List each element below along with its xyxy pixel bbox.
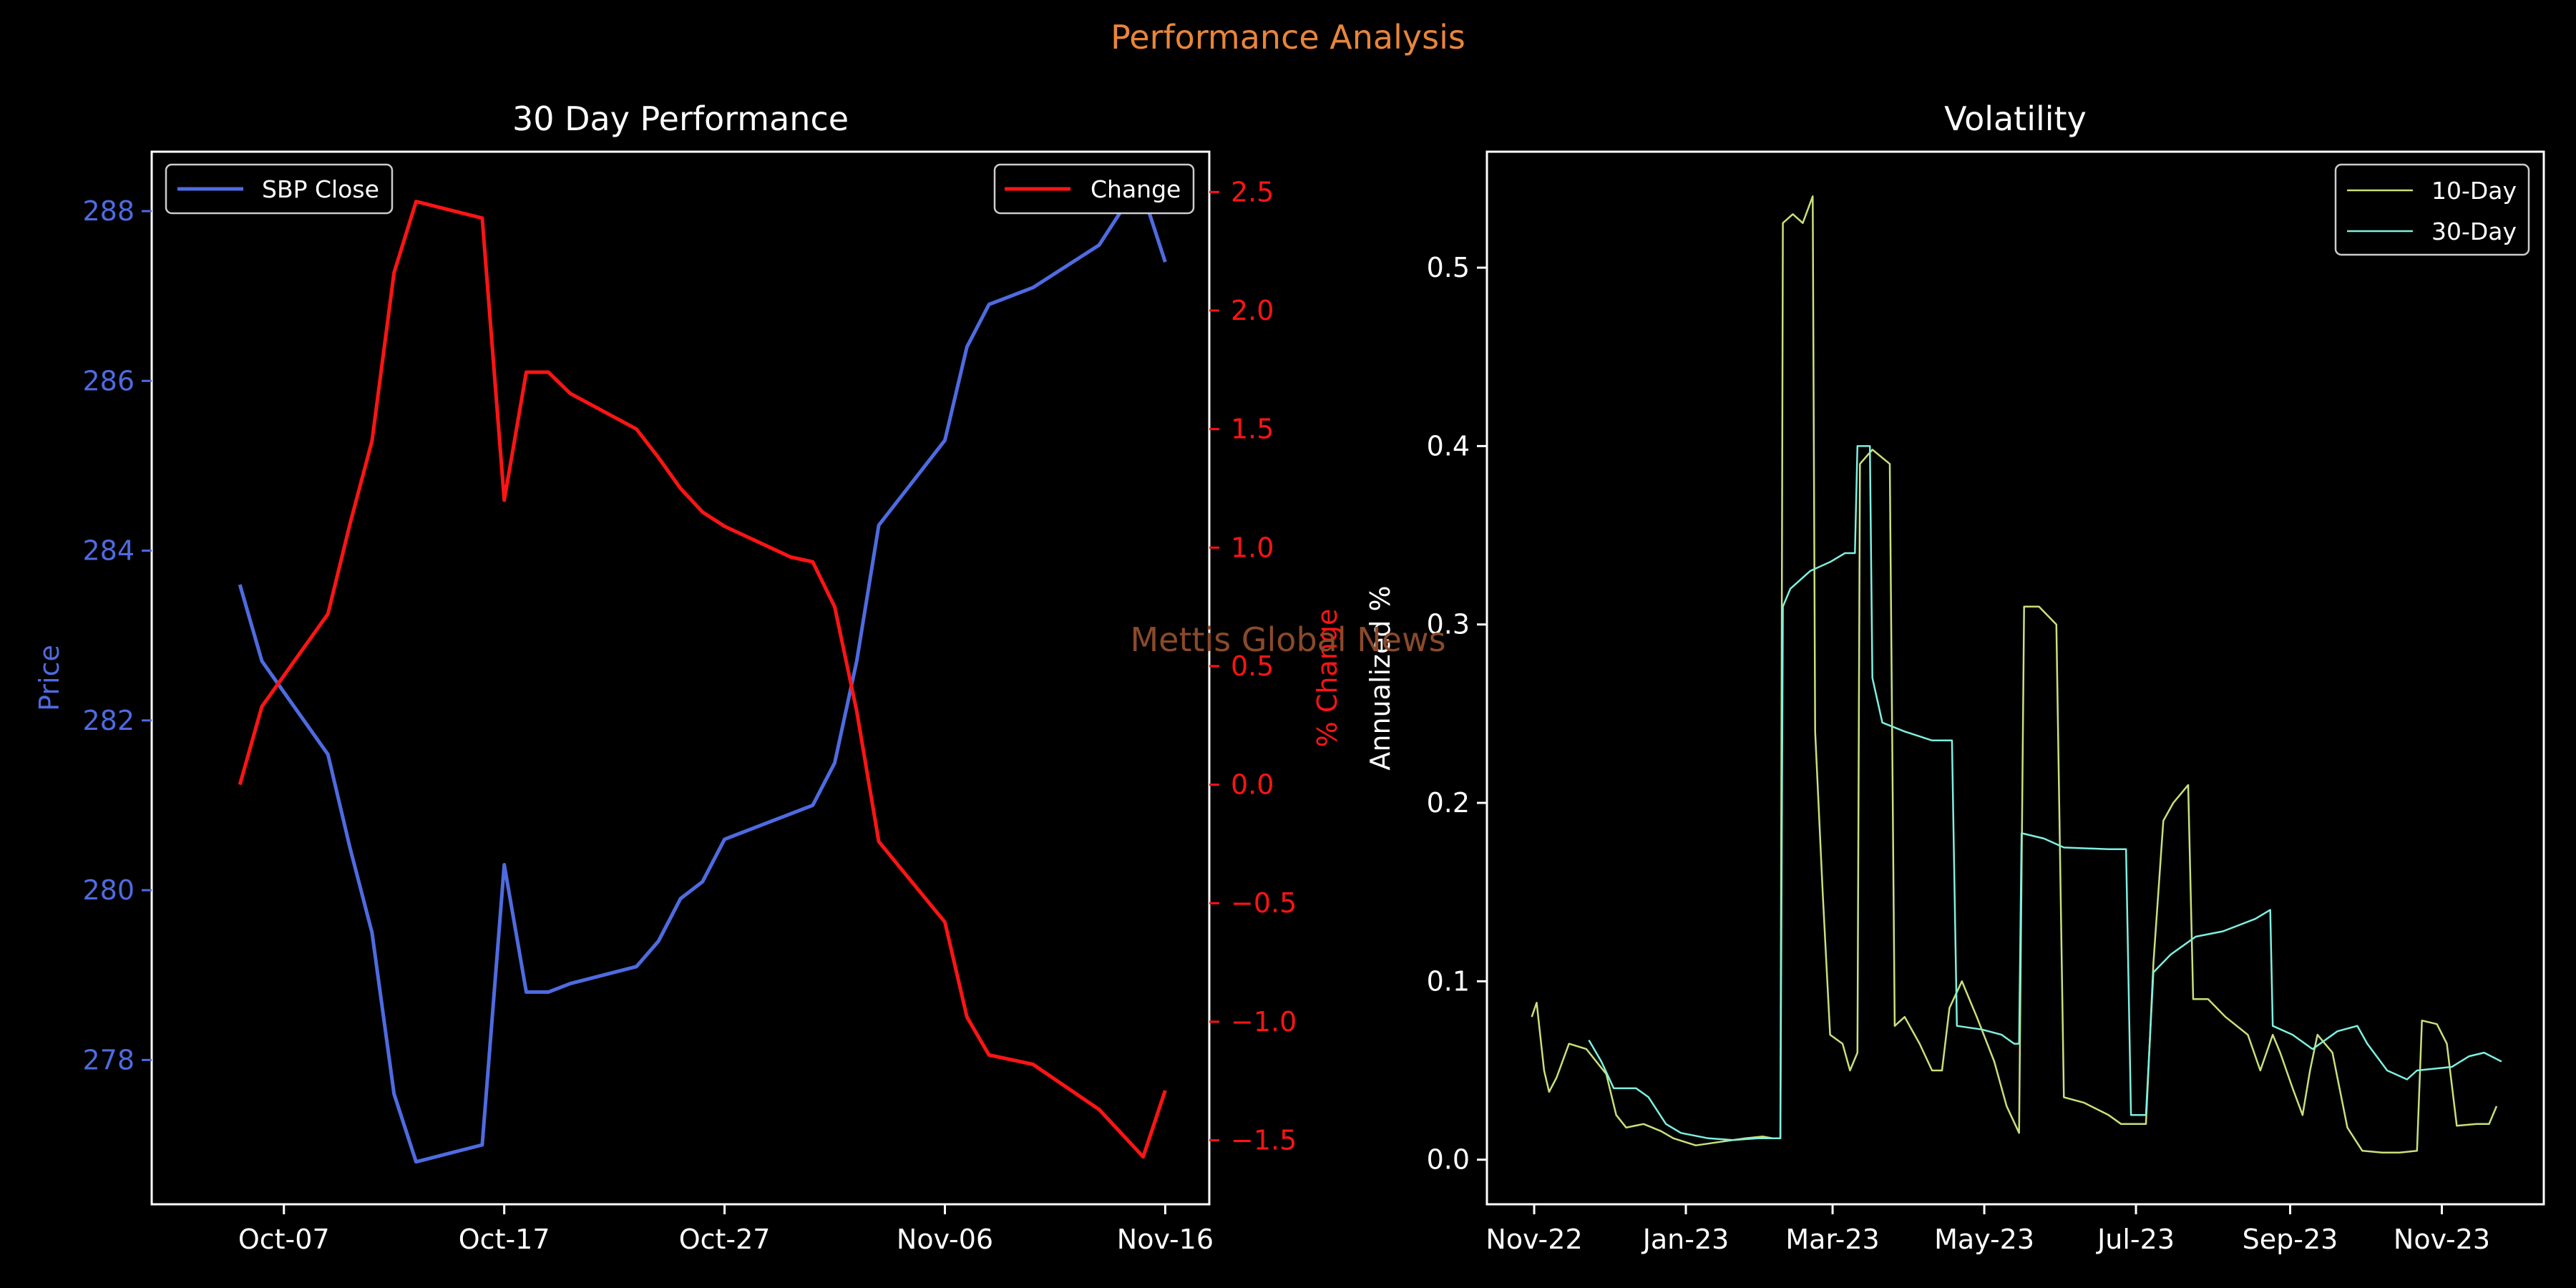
legend: 10-Day 30-Day	[2334, 163, 2530, 256]
x-tick-label: Oct-17	[459, 1224, 550, 1255]
series-line-change	[238, 200, 1167, 1159]
y-axis-label: Annualized %	[1365, 585, 1396, 770]
y-right-tick-label: 1.0	[1231, 532, 1274, 563]
legend-right-label: Change	[1091, 175, 1181, 203]
y-right-tick-label: 2.5	[1231, 176, 1274, 208]
y-left-tick-label: 288	[82, 195, 135, 227]
legend-left: SBP Close	[165, 163, 394, 215]
series-line-10-day	[1531, 195, 2498, 1153]
y-right-tick-label: −1.0	[1231, 1006, 1297, 1038]
y-tick-label: 0.1	[1427, 965, 1470, 997]
y-left-axis-label: Price	[34, 645, 65, 711]
legend-right-box	[993, 163, 1195, 215]
series-line-30-day	[1588, 445, 2502, 1141]
series-line-sbp-close	[238, 192, 1167, 1164]
chart1-title: 30 Day Performance	[512, 99, 849, 138]
y-right-tick-label: 0.5	[1231, 650, 1274, 682]
watermark-text: Mettis Global News	[1130, 620, 1445, 659]
x-tick-label: Oct-27	[679, 1224, 771, 1255]
y-left-tick-label: 278	[82, 1044, 135, 1075]
x-tick-label: May-23	[1934, 1224, 2034, 1255]
legend-box	[2334, 163, 2530, 256]
x-tick-label: Nov-06	[897, 1224, 993, 1255]
legend-left-label: SBP Close	[262, 175, 379, 203]
x-tick-label: Mar-23	[1785, 1224, 1879, 1255]
y-left-tick-label: 280	[82, 874, 135, 906]
x-tick-label: Nov-23	[2394, 1224, 2490, 1255]
y-right-tick-label: 2.0	[1231, 295, 1274, 326]
chart2-title: Volatility	[1944, 99, 2087, 138]
y-left-tick-label: 282	[82, 705, 135, 736]
x-tick-label: Sep-23	[2243, 1224, 2338, 1255]
y-right-axis-label: % Change	[1312, 609, 1343, 748]
y-tick-label: 0.3	[1427, 609, 1470, 640]
legend-label: 10-Day	[2431, 177, 2517, 205]
x-tick-label: Nov-16	[1117, 1224, 1214, 1255]
x-tick-label: Jan-23	[1641, 1224, 1729, 1255]
x-tick-label: Jul-23	[2096, 1224, 2175, 1255]
y-tick-label: 0.0	[1427, 1144, 1470, 1176]
legend-label: 30-Day	[2431, 218, 2517, 245]
y-tick-label: 0.4	[1427, 430, 1470, 462]
y-tick-label: 0.5	[1427, 252, 1470, 283]
y-right-tick-label: −0.5	[1231, 887, 1297, 919]
y-left-tick-label: 284	[82, 535, 135, 567]
y-left-tick-label: 286	[82, 365, 135, 396]
y-right-tick-label: 1.5	[1231, 414, 1274, 445]
y-right-tick-label: −1.5	[1231, 1125, 1297, 1156]
y-right-tick-label: 0.0	[1231, 769, 1274, 801]
x-tick-label: Oct-07	[238, 1224, 330, 1255]
chart2-frame	[1485, 150, 2545, 1206]
x-tick-label: Nov-22	[1485, 1224, 1582, 1255]
figure-suptitle: Performance Analysis	[1111, 18, 1465, 57]
price-change-chart: 30 Day Performance Oct-07 Oct-17 Oct-27 Nov-…	[34, 99, 1343, 1255]
y-tick-label: 0.2	[1427, 787, 1470, 819]
chart1-frame	[150, 150, 1211, 1206]
volatility-chart: Volatility Nov-22 Jan-23 Mar-23 May-23 Jul-23…	[1365, 99, 2545, 1255]
legend-right: Change	[993, 163, 1195, 215]
legend-left-box	[165, 163, 394, 215]
